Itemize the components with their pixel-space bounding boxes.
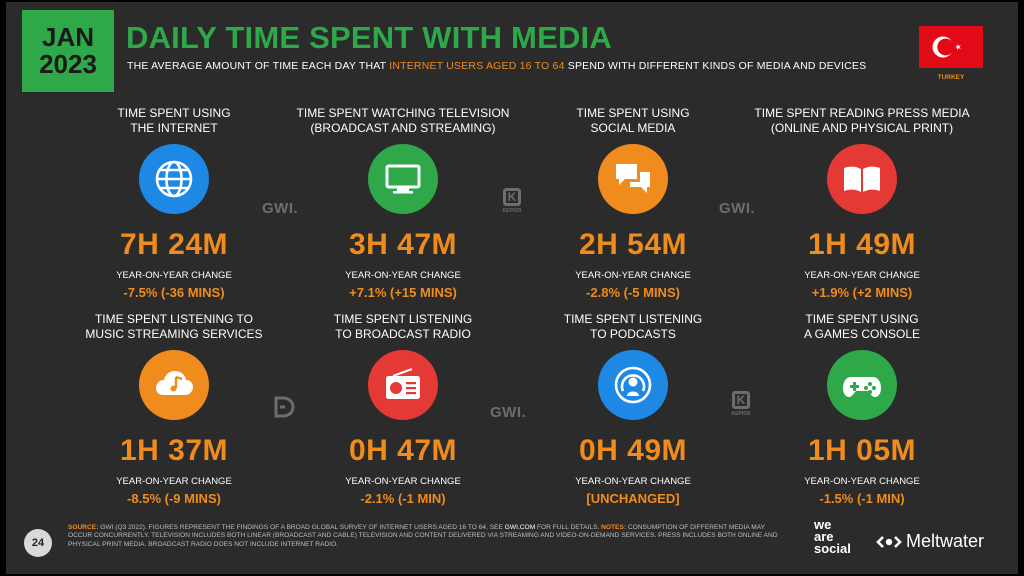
- yoy-value: [UNCHANGED]: [586, 491, 680, 506]
- source-text: GWI (Q3 2022). FIGURES REPRESENT THE FIN…: [98, 524, 505, 531]
- podcast-icon: [598, 350, 668, 420]
- book-icon: [827, 144, 897, 214]
- time-value: 0H 49M: [578, 434, 688, 467]
- card-broadcast-radio: TIME SPENT LISTENING TO BROADCAST RADIO 0…: [293, 308, 513, 506]
- card-label: TIME SPENT WATCHING TELEVISION (BROADCAST…: [296, 106, 510, 135]
- card-social-media: TIME SPENT USING SOCIAL MEDIA 2H 54M YEAR…: [523, 102, 743, 300]
- source-text-2: FOR FULL DETAILS.: [535, 524, 602, 531]
- card-label: TIME SPENT LISTENING TO BROADCAST RADIO: [333, 312, 473, 341]
- kepios-watermark-text: KEPIOS: [731, 411, 751, 417]
- yoy-value: -2.8% (-5 MINS): [586, 285, 680, 300]
- card-label: TIME SPENT USING SOCIAL MEDIA: [576, 106, 690, 135]
- subtitle-highlight: INTERNET USERS AGED 16 TO 64: [389, 60, 565, 72]
- chat-bubbles-icon: [598, 144, 668, 214]
- page-title: DAILY TIME SPENT WITH MEDIA: [126, 20, 612, 55]
- meltwater-logo: Meltwater: [876, 531, 984, 552]
- time-value: 0H 47M: [348, 434, 458, 467]
- date-month: JAN: [41, 22, 94, 52]
- source-label: SOURCE:: [68, 524, 99, 531]
- kepios-watermark-text: KEPIOS: [502, 208, 522, 214]
- card-internet: TIME SPENT USING THE INTERNET 7H 24M YEAR…: [64, 102, 284, 300]
- yoy-label: YEAR-ON-YEAR CHANGE: [116, 270, 232, 281]
- globe-icon: [139, 144, 209, 214]
- card-label: TIME SPENT USING A GAMES CONSOLE: [803, 312, 921, 341]
- music-cloud-icon: [139, 350, 209, 420]
- meltwater-logo-icon: [876, 535, 902, 548]
- time-value: 3H 47M: [348, 228, 458, 261]
- card-music-streaming: TIME SPENT LISTENING TO MUSIC STREAMING S…: [64, 308, 284, 506]
- subtitle-pre: THE AVERAGE AMOUNT OF TIME EACH DAY THAT: [127, 60, 390, 72]
- yoy-label: YEAR-ON-YEAR CHANGE: [345, 476, 461, 487]
- yoy-label: YEAR-ON-YEAR CHANGE: [345, 270, 461, 281]
- yoy-label: YEAR-ON-YEAR CHANGE: [575, 476, 691, 487]
- gwi-watermark: GWI.: [262, 200, 299, 217]
- card-press-media: TIME SPENT READING PRESS MEDIA (ONLINE AN…: [752, 102, 972, 300]
- yoy-value: -8.5% (-9 MINS): [127, 491, 221, 506]
- page-number: 24: [24, 529, 52, 557]
- yoy-value: -2.1% (-1 MIN): [360, 491, 446, 506]
- radio-icon: [368, 350, 438, 420]
- kepios-watermark: K KEPIOS: [500, 188, 524, 214]
- kepios-watermark: K KEPIOS: [729, 391, 753, 417]
- yoy-value: +7.1% (+15 MINS): [349, 285, 457, 300]
- card-television: TIME SPENT WATCHING TELEVISION (BROADCAST…: [293, 102, 513, 300]
- datareportal-watermark-icon: [271, 394, 297, 420]
- source-notes: SOURCE: GWI (Q3 2022). FIGURES REPRESENT…: [68, 524, 784, 549]
- yoy-label: YEAR-ON-YEAR CHANGE: [116, 476, 232, 487]
- time-value: 1H 05M: [807, 434, 917, 467]
- yoy-value: -1.5% (-1 MIN): [819, 491, 905, 506]
- date-year: 2023: [39, 49, 97, 79]
- subtitle-post: SPEND WITH DIFFERENT KINDS OF MEDIA AND …: [564, 60, 867, 72]
- yoy-value: -7.5% (-36 MINS): [123, 285, 225, 300]
- turkey-flag-icon: [919, 26, 983, 68]
- gwi-watermark: GWI.: [719, 200, 756, 217]
- gamepad-icon: [827, 350, 897, 420]
- slide: JAN 2023 DAILY TIME SPENT WITH MEDIA THE…: [6, 2, 1018, 574]
- card-label: TIME SPENT READING PRESS MEDIA (ONLINE AN…: [754, 106, 970, 135]
- kepios-k-icon: K: [503, 188, 521, 206]
- card-label: TIME SPENT LISTENING TO MUSIC STREAMING S…: [85, 312, 263, 341]
- card-games-console: TIME SPENT USING A GAMES CONSOLE 1H 05M Y…: [752, 308, 972, 506]
- notes-label: NOTES:: [601, 524, 627, 531]
- page-subtitle: THE AVERAGE AMOUNT OF TIME EACH DAY THAT…: [127, 60, 866, 72]
- country-label: TURKEY: [937, 74, 965, 81]
- time-value: 7H 24M: [119, 228, 229, 261]
- yoy-label: YEAR-ON-YEAR CHANGE: [575, 270, 691, 281]
- meltwater-label: Meltwater: [906, 531, 985, 551]
- kepios-k-icon: K: [732, 391, 750, 409]
- time-value: 1H 37M: [119, 434, 229, 467]
- yoy-label: YEAR-ON-YEAR CHANGE: [804, 270, 920, 281]
- time-value: 1H 49M: [807, 228, 917, 261]
- card-podcasts: TIME SPENT LISTENING TO PODCASTS 0H 49M Y…: [523, 308, 743, 506]
- card-label: TIME SPENT LISTENING TO PODCASTS: [563, 312, 703, 341]
- card-label: TIME SPENT USING THE INTERNET: [117, 106, 231, 135]
- yoy-label: YEAR-ON-YEAR CHANGE: [804, 476, 920, 487]
- date-badge: JAN 2023: [22, 10, 114, 92]
- yoy-value: +1.9% (+2 MINS): [811, 285, 913, 300]
- we-are-social-logo: we are social: [814, 517, 851, 556]
- tv-icon: [368, 144, 438, 214]
- time-value: 2H 54M: [578, 228, 688, 261]
- gwi-watermark: GWI.: [490, 404, 527, 421]
- notes-text: CONSUMPTION OF DIFFERENT MEDIA MAY OCCUR…: [68, 524, 778, 548]
- source-link[interactable]: GWI.COM: [504, 524, 536, 531]
